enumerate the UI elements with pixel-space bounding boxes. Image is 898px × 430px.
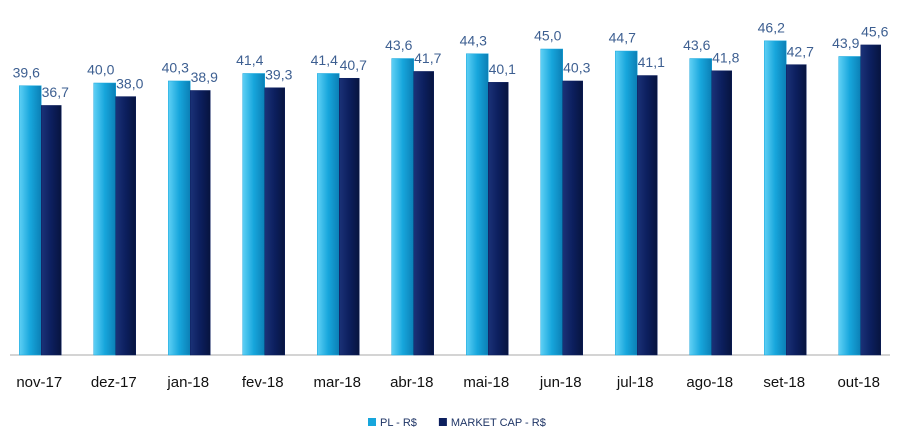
x-tick-label: set-18 xyxy=(763,374,805,391)
legend-label: MARKET CAP - R$ xyxy=(451,417,546,429)
legend-swatch xyxy=(438,418,447,426)
data-label: 41,7 xyxy=(414,50,441,66)
x-tick-label: ago-18 xyxy=(686,374,733,391)
data-label: 46,2 xyxy=(758,20,785,36)
data-label: 38,0 xyxy=(116,75,143,91)
bar xyxy=(838,56,861,356)
data-label: 41,4 xyxy=(236,52,263,68)
data-label: 41,4 xyxy=(311,52,338,68)
bar xyxy=(615,50,638,356)
data-label: 44,7 xyxy=(609,30,636,46)
bar xyxy=(19,85,42,356)
data-label: 41,8 xyxy=(712,49,739,65)
legend-swatch xyxy=(368,418,376,426)
data-label: 43,6 xyxy=(683,37,710,53)
x-tick-label: dez-17 xyxy=(91,374,137,391)
data-label: 38,9 xyxy=(191,69,218,85)
data-label: 41,1 xyxy=(638,54,665,70)
bar xyxy=(764,40,787,356)
bar xyxy=(637,75,658,356)
x-tick-label: out-18 xyxy=(837,374,880,391)
bar xyxy=(786,64,807,356)
bar xyxy=(115,96,136,356)
bar xyxy=(264,87,285,356)
bar xyxy=(391,58,414,356)
bar xyxy=(860,44,881,356)
data-label: 39,3 xyxy=(265,66,292,82)
bar xyxy=(242,73,265,356)
x-tick-label: nov-17 xyxy=(16,374,62,391)
bar xyxy=(488,82,509,356)
bar xyxy=(93,82,116,356)
x-tick-label: jul-18 xyxy=(616,374,654,391)
bar xyxy=(190,90,211,356)
legend-label: PL - R$ xyxy=(380,417,417,429)
data-label: 40,1 xyxy=(489,61,516,77)
bar xyxy=(41,105,62,356)
data-label: 45,0 xyxy=(534,28,561,44)
data-label: 43,6 xyxy=(385,37,412,53)
bar xyxy=(339,77,360,356)
x-tick-label: mar-18 xyxy=(313,374,361,391)
data-label: 36,7 xyxy=(42,84,69,100)
x-tick-label: fev-18 xyxy=(242,374,284,391)
x-tick-label: jan-18 xyxy=(166,374,209,391)
data-label: 44,3 xyxy=(460,32,487,48)
data-label: 40,3 xyxy=(162,60,189,76)
data-label: 40,7 xyxy=(340,57,367,73)
bar xyxy=(317,73,340,356)
bar xyxy=(562,80,583,356)
bar xyxy=(168,80,191,356)
bar xyxy=(413,71,434,356)
data-label: 45,6 xyxy=(861,24,888,40)
bar xyxy=(540,48,563,356)
bar xyxy=(689,58,712,356)
data-label: 39,6 xyxy=(13,64,40,80)
data-label: 42,7 xyxy=(787,43,814,59)
bar xyxy=(711,70,732,356)
data-label: 40,0 xyxy=(87,62,114,78)
data-label: 40,3 xyxy=(563,60,590,76)
x-tick-label: mai-18 xyxy=(463,374,509,391)
x-tick-label: jun-18 xyxy=(539,374,582,391)
data-label: 43,9 xyxy=(832,35,859,51)
x-tick-label: abr-18 xyxy=(390,374,433,391)
bar xyxy=(466,53,489,356)
